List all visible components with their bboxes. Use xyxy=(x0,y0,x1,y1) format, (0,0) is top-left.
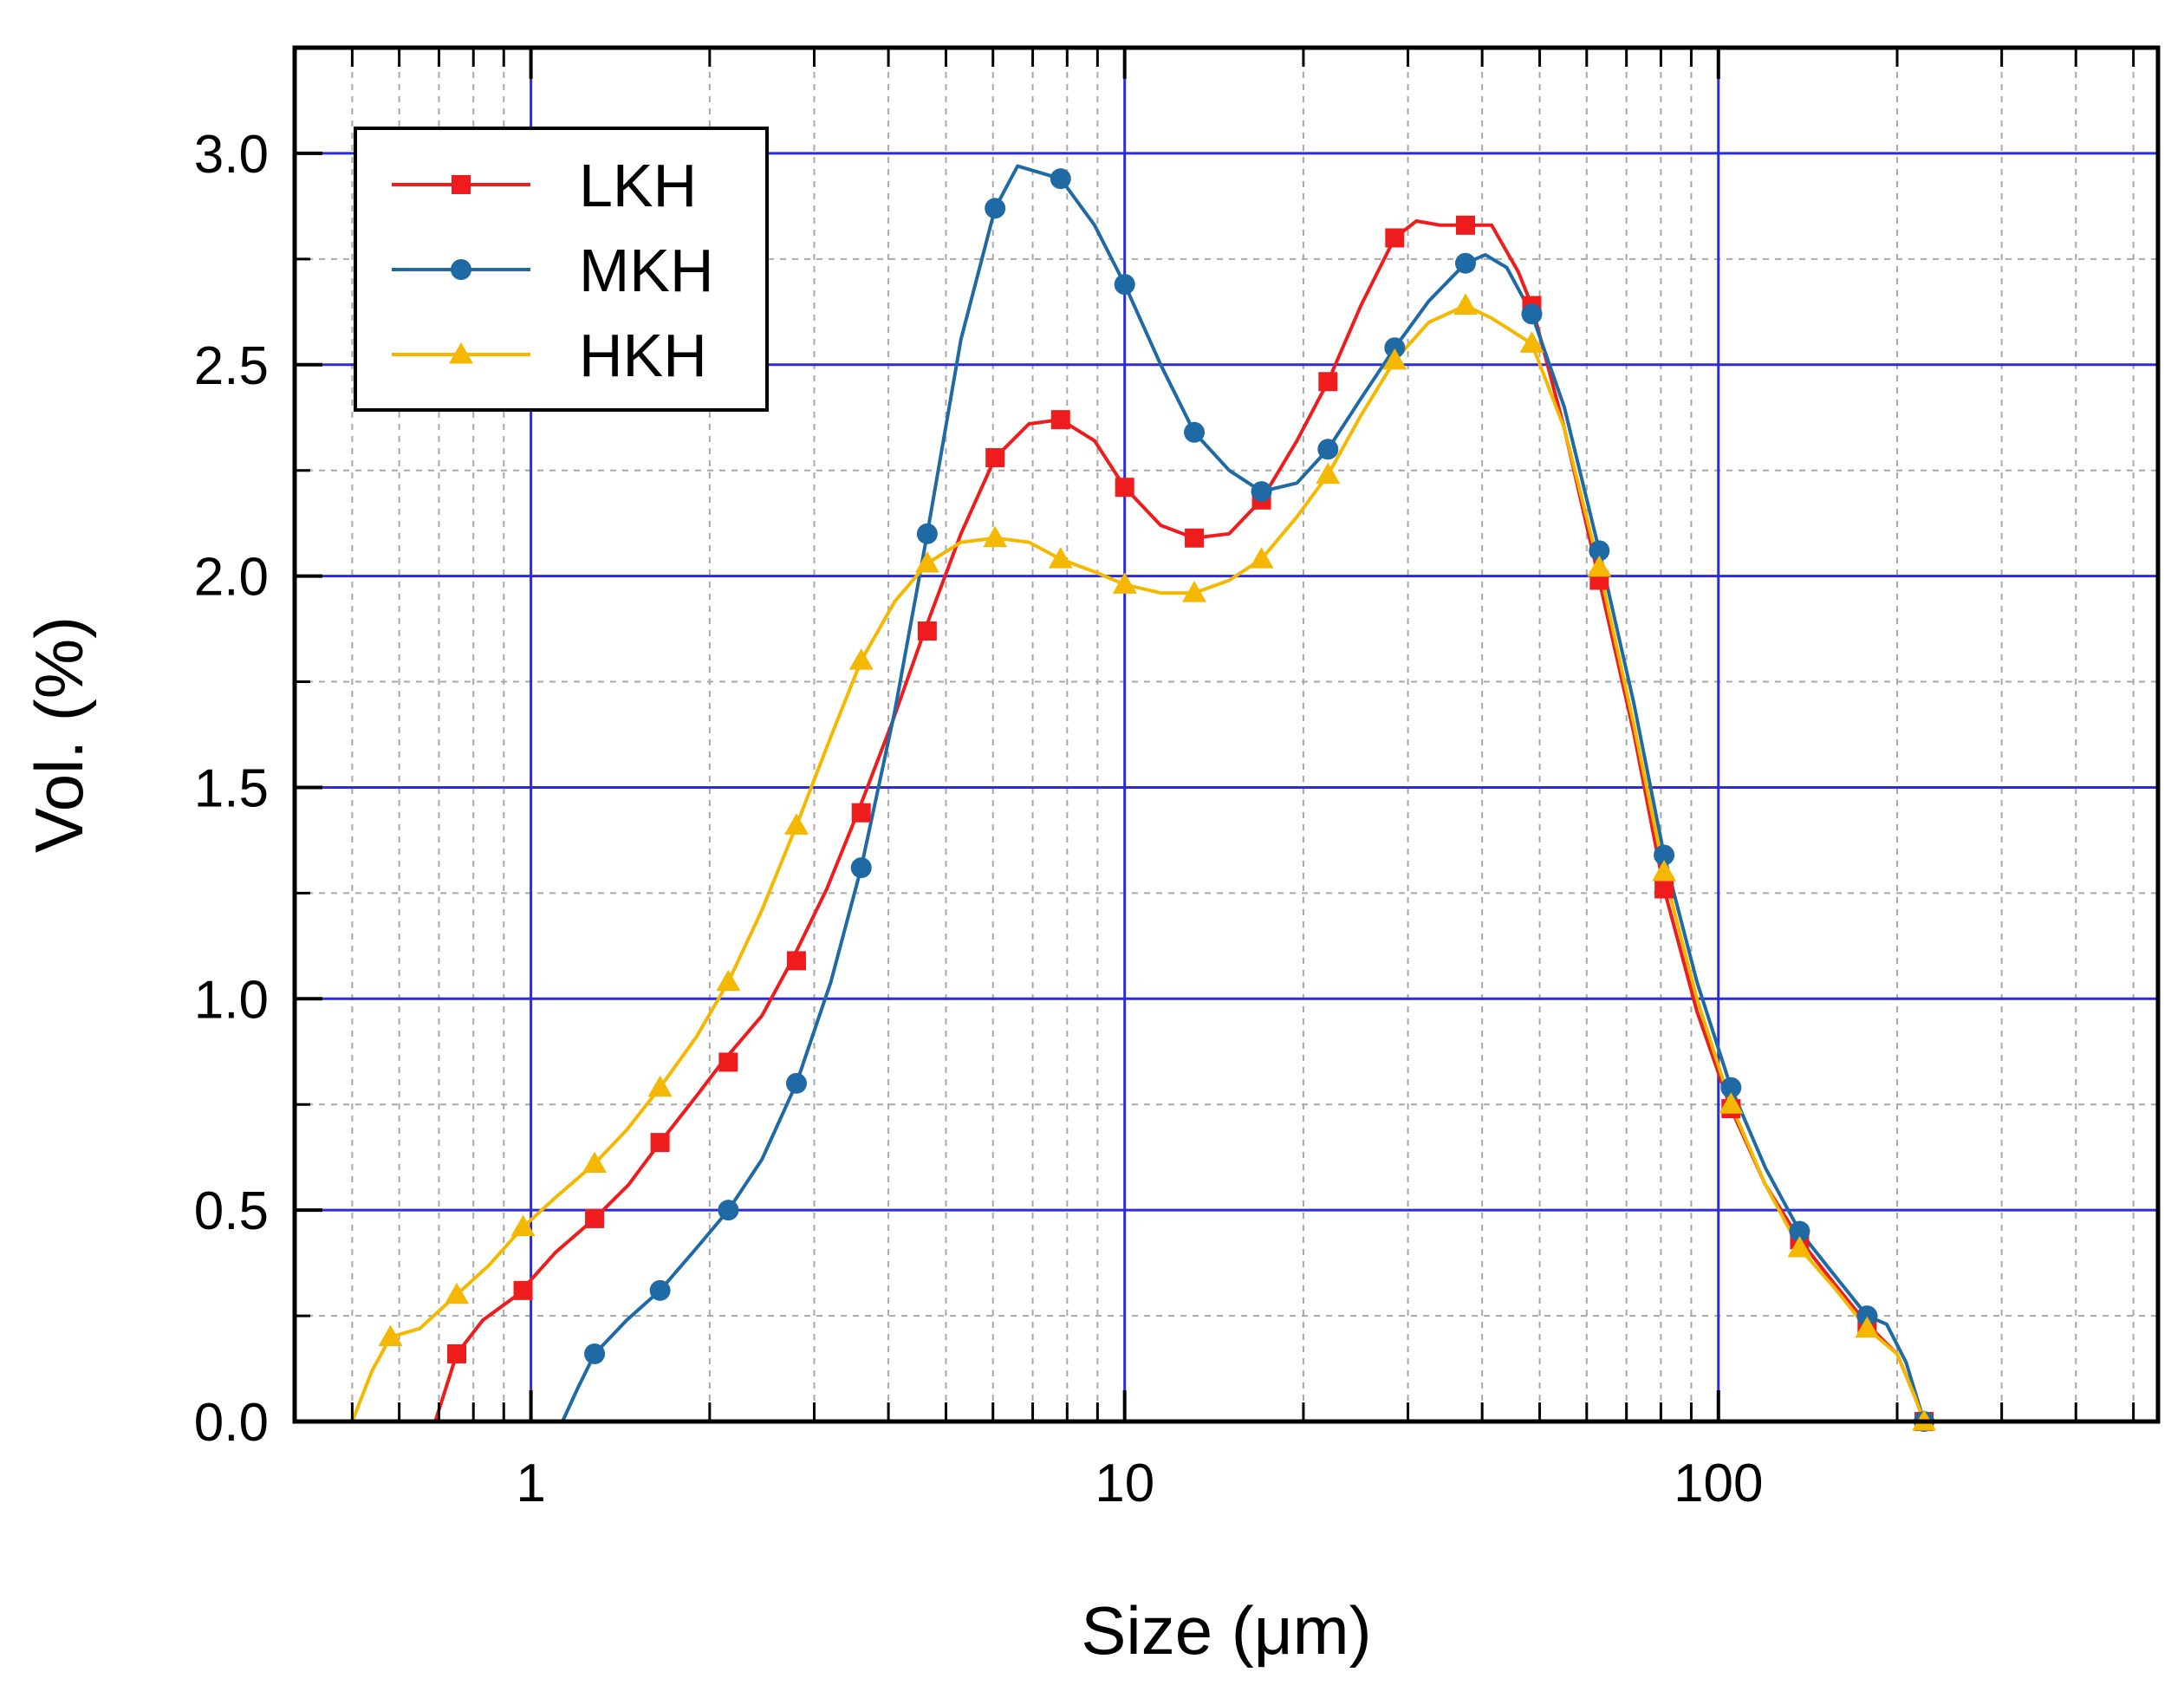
data-point-hkh xyxy=(510,1214,536,1237)
data-point-hkh xyxy=(1182,581,1207,602)
data-point-hkh xyxy=(1652,860,1677,882)
legend-label-hkh: HKH xyxy=(579,322,707,389)
series-line-lkh xyxy=(433,219,1926,1422)
y-tick-label: 1.0 xyxy=(194,970,269,1030)
data-point-lkh xyxy=(1318,372,1338,392)
data-point-mkh xyxy=(1720,1077,1742,1098)
data-point-hkh xyxy=(1382,348,1407,370)
data-point-mkh xyxy=(1856,1305,1878,1327)
data-point-hkh xyxy=(1249,547,1274,569)
data-point-hkh xyxy=(1587,555,1612,577)
legend-label-lkh: LKH xyxy=(579,152,697,219)
data-point-hkh xyxy=(1112,572,1137,594)
data-point-mkh xyxy=(1184,421,1206,443)
data-point-mkh xyxy=(1454,252,1476,274)
data-point-lkh xyxy=(447,1343,467,1363)
data-point-mkh xyxy=(718,1200,739,1221)
data-point-lkh xyxy=(917,621,937,641)
data-point-lkh xyxy=(1185,528,1205,548)
legend-label-mkh: MKH xyxy=(579,237,714,304)
data-point-lkh xyxy=(1455,215,1475,235)
data-point-lkh xyxy=(650,1133,670,1153)
data-point-mkh xyxy=(1050,168,1071,190)
y-axis-title: Vol. (%) xyxy=(21,616,97,853)
legend: LKH MKH HKH xyxy=(354,127,769,412)
data-point-mkh xyxy=(584,1343,606,1364)
legend-marker-mkh xyxy=(451,259,471,280)
data-point-hkh xyxy=(1316,462,1341,485)
y-tick-label: 0.0 xyxy=(194,1393,269,1453)
y-tick-label: 1.5 xyxy=(194,758,269,818)
x-axis-title: Size (μm) xyxy=(1081,1592,1371,1669)
x-tick-label: 1 xyxy=(516,1454,545,1513)
data-point-mkh xyxy=(916,523,938,544)
y-tick-label: 2.5 xyxy=(194,336,269,396)
tick-layer: 1 10 100 0.0 0.5 1.0 1.5 2.0 2.5 3.0 xyxy=(194,48,2135,1513)
data-point-mkh xyxy=(1521,303,1543,325)
data-point-hkh xyxy=(1048,547,1073,569)
data-point-lkh xyxy=(513,1280,533,1300)
series-line-hkh xyxy=(350,303,1926,1422)
data-point-hkh xyxy=(783,813,809,835)
data-point-mkh xyxy=(850,857,872,879)
data-point-hkh xyxy=(1855,1316,1880,1338)
data-point-hkh xyxy=(1519,331,1544,353)
data-point-mkh xyxy=(1789,1220,1810,1242)
data-point-hkh xyxy=(1719,1092,1744,1114)
data-point-lkh xyxy=(985,448,1005,468)
axes-frame xyxy=(292,45,2161,1424)
data-point-mkh xyxy=(1114,274,1135,296)
data-point-hkh xyxy=(582,1151,608,1174)
data-point-hkh xyxy=(848,648,874,670)
x-tick-label: 10 xyxy=(1095,1454,1154,1513)
data-point-mkh xyxy=(1384,337,1406,359)
data-point-mkh xyxy=(1654,844,1675,866)
data-point-hkh xyxy=(378,1324,403,1346)
data-point-mkh xyxy=(985,198,1006,219)
data-point-hkh xyxy=(1787,1236,1812,1258)
y-tick-label: 2.0 xyxy=(194,548,269,608)
series-layer xyxy=(350,164,1937,1432)
data-point-hkh xyxy=(647,1075,673,1097)
data-point-mkh xyxy=(1317,439,1339,460)
legend-marker-lkh xyxy=(452,175,471,194)
data-point-lkh xyxy=(851,803,871,823)
data-point-hkh xyxy=(914,550,939,573)
data-point-mkh xyxy=(1251,481,1272,503)
data-point-mkh xyxy=(649,1279,671,1301)
y-tick-label: 0.5 xyxy=(194,1181,269,1241)
data-point-lkh xyxy=(786,951,806,971)
data-point-hkh xyxy=(983,525,1008,548)
data-point-lkh xyxy=(1115,478,1134,498)
data-point-lkh xyxy=(1050,410,1070,430)
plot-frame xyxy=(292,45,2161,1424)
legend-marker-hkh xyxy=(449,342,473,364)
data-point-mkh xyxy=(1589,540,1610,562)
data-point-lkh xyxy=(585,1208,605,1228)
data-point-hkh xyxy=(1453,293,1478,315)
data-point-lkh xyxy=(1385,228,1405,248)
data-point-hkh xyxy=(445,1282,470,1304)
data-point-lkh xyxy=(718,1052,738,1072)
data-point-mkh xyxy=(785,1072,807,1094)
data-point-hkh xyxy=(716,969,741,992)
grid-layer xyxy=(295,48,2158,1422)
y-tick-label: 3.0 xyxy=(194,125,269,185)
data-point-lkh xyxy=(1654,879,1674,899)
x-tick-label: 100 xyxy=(1674,1454,1763,1513)
